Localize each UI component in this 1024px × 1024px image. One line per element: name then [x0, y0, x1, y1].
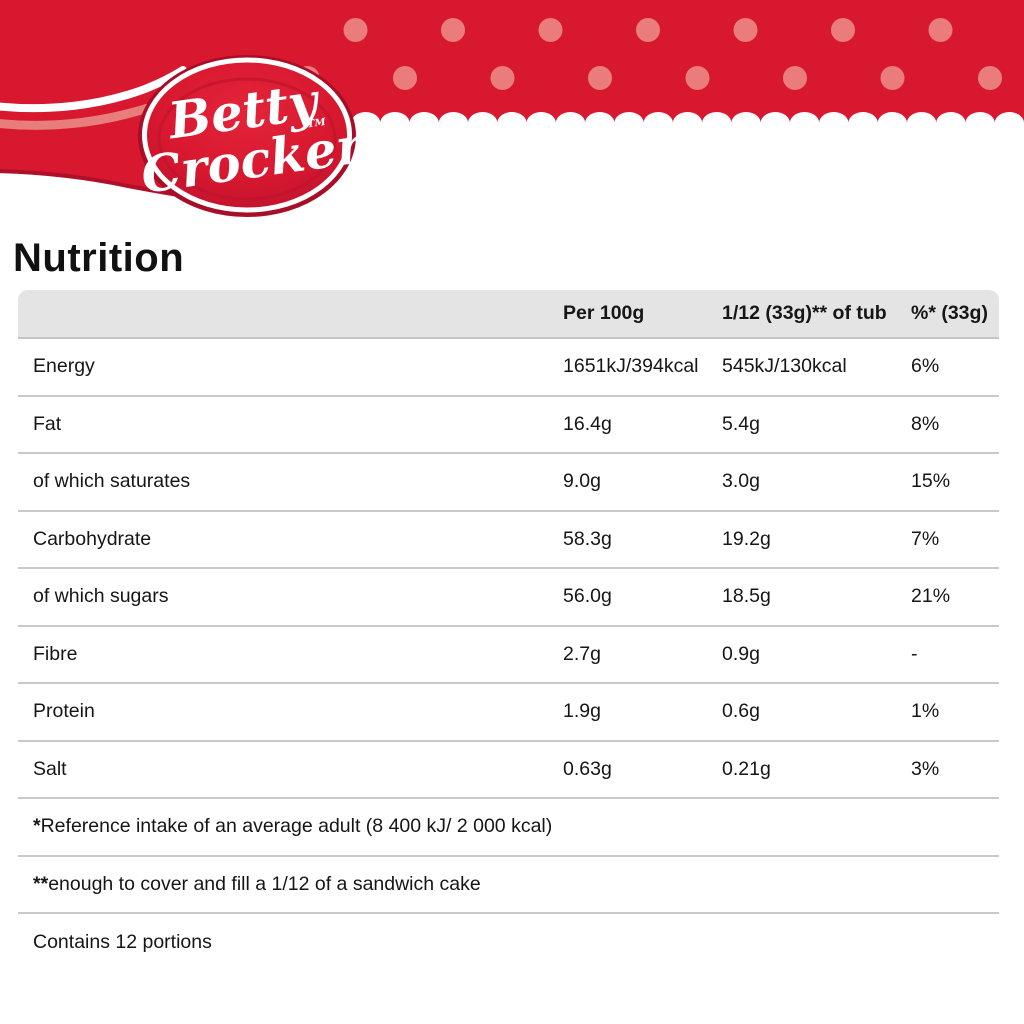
value-portion: 5.4g: [722, 412, 760, 435]
value-portion: 0.9g: [722, 642, 760, 665]
row-label: Energy: [33, 355, 95, 378]
nutrition-table: Per 100g 1/12 (33g)** of tub %* (33g) En…: [18, 290, 999, 972]
table-row-saturates: of which saturates 9.0g 3.0g 15%: [18, 454, 999, 512]
value-per100g: 9.0g: [563, 470, 601, 493]
row-label: Fibre: [33, 642, 78, 665]
value-ri: 8%: [911, 412, 940, 435]
page-title: Nutrition: [13, 236, 185, 280]
footnote-portions-count: Contains 12 portions: [18, 914, 999, 972]
value-portion: 3.0g: [722, 470, 760, 493]
footnote-portion-definition: ** enough to cover and fill a 1/12 of a s…: [18, 857, 999, 914]
value-portion: 19.2g: [722, 527, 771, 550]
header-per-portion: 1/12 (33g)** of tub: [722, 302, 887, 324]
value-portion: 18.5g: [722, 585, 771, 608]
table-row-fat: Fat 16.4g 5.4g 8%: [18, 397, 999, 454]
value-portion: 545kJ/130kcal: [722, 355, 847, 378]
row-label: Fat: [33, 412, 62, 435]
value-ri: 3%: [911, 757, 940, 780]
value-per100g: 2.7g: [563, 642, 601, 665]
table-header-row: Per 100g 1/12 (33g)** of tub %* (33g): [18, 290, 999, 339]
value-per100g: 58.3g: [563, 527, 612, 550]
table-row-salt: Salt 0.63g 0.21g 3%: [18, 742, 999, 799]
value-per100g: 16.4g: [563, 412, 612, 435]
footnote-marker: **: [33, 872, 49, 895]
table-row-protein: Protein 1.9g 0.6g 1%: [18, 684, 999, 742]
table-row-fibre: Fibre 2.7g 0.9g -: [18, 627, 999, 684]
row-label: Salt: [33, 757, 67, 780]
footnote-text: Reference intake of an average adult (8 …: [40, 815, 553, 838]
table-row-carbohydrate: Carbohydrate 58.3g 19.2g 7%: [18, 512, 999, 569]
value-ri: 15%: [911, 470, 951, 493]
value-per100g: 1.9g: [563, 700, 601, 723]
row-label: Protein: [33, 700, 95, 723]
value-portion: 0.6g: [722, 700, 760, 723]
value-per100g: 1651kJ/394kcal: [563, 355, 699, 378]
footnote-text: Contains 12 portions: [33, 931, 212, 954]
row-label: Carbohydrate: [33, 527, 152, 550]
value-per100g: 56.0g: [563, 585, 612, 608]
value-ri: 21%: [911, 585, 951, 608]
header-reference-intake: %* (33g): [911, 302, 988, 324]
row-label: of which saturates: [33, 470, 191, 493]
value-portion: 0.21g: [722, 757, 771, 780]
footnote-text: enough to cover and fill a 1/12 of a san…: [48, 872, 481, 895]
trademark-mark: TM: [306, 117, 327, 131]
betty-crocker-logo: Betty TM Crocker: [0, 0, 370, 217]
value-per100g: 0.63g: [563, 757, 612, 780]
value-ri: 6%: [911, 355, 940, 378]
row-label: of which sugars: [33, 585, 169, 608]
footnote-reference-intake: * Reference intake of an average adult (8…: [18, 799, 999, 857]
footnote-marker: *: [33, 815, 41, 838]
header-per100g: Per 100g: [563, 302, 645, 324]
table-row-sugars: of which sugars 56.0g 18.5g 21%: [18, 569, 999, 627]
value-ri: -: [911, 642, 918, 665]
value-ri: 1%: [911, 700, 940, 723]
value-ri: 7%: [911, 527, 940, 550]
table-row-energy: Energy 1651kJ/394kcal 545kJ/130kcal 6%: [18, 339, 999, 397]
polka-dot-banner: Betty TM Crocker: [0, 0, 1024, 217]
